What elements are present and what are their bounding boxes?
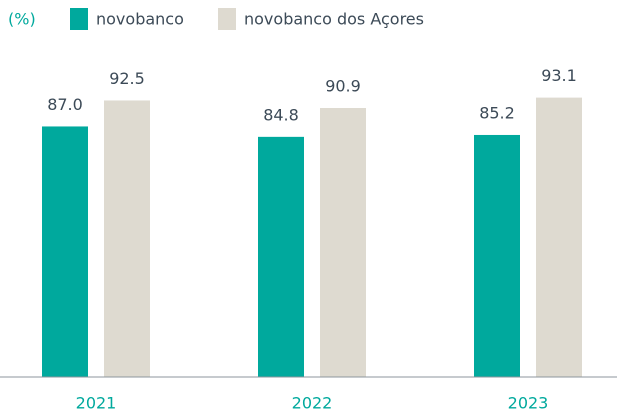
- legend-swatch: [70, 8, 88, 30]
- bar: [320, 108, 366, 377]
- bar: [258, 136, 304, 377]
- value-label: 84.8: [263, 105, 299, 124]
- legend-label: novobanco dos Açores: [244, 10, 424, 29]
- bar: [536, 97, 582, 378]
- x-tick-label: 2023: [508, 394, 549, 412]
- bar: [474, 134, 520, 377]
- value-label: 85.2: [479, 103, 515, 122]
- value-label: 92.5: [109, 69, 145, 88]
- value-label: 87.0: [47, 95, 83, 114]
- unit-label: (%): [8, 10, 36, 29]
- legend-label: novobanco: [96, 10, 184, 29]
- bar: [42, 126, 88, 377]
- bar: [104, 100, 150, 378]
- value-label: 90.9: [325, 77, 361, 96]
- value-label: 93.1: [541, 66, 577, 85]
- legend-swatch: [218, 8, 236, 30]
- x-tick-label: 2021: [76, 394, 117, 412]
- x-tick-label: 2022: [292, 394, 333, 412]
